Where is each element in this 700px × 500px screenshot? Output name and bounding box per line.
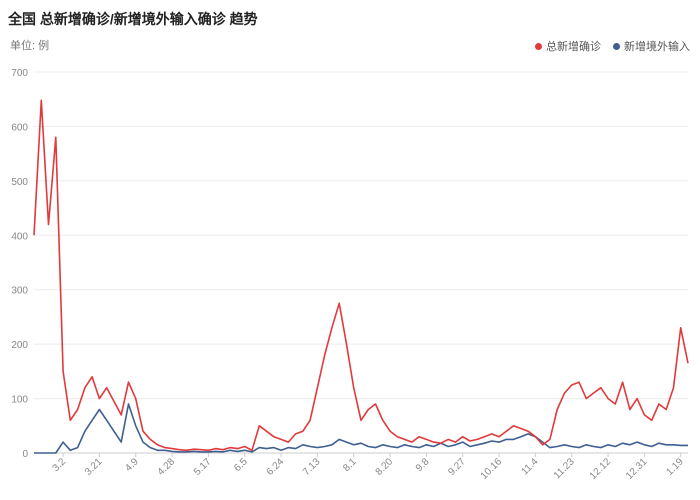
y-tick-label: 400	[11, 231, 28, 242]
legend: 总新增确诊 新增境外输入	[535, 38, 690, 54]
legend-marker-imported	[613, 42, 620, 50]
series-line-imported	[34, 403, 688, 454]
x-tick-label: 12.31	[624, 456, 650, 482]
y-tick-label: 500	[11, 177, 28, 188]
x-tick-label: 8.20	[374, 456, 396, 478]
x-tick-label: 4.28	[156, 456, 178, 478]
chart-title: 全国 总新增确诊/新增境外输入确诊 趋势	[8, 11, 258, 27]
x-tick-label: 4.9	[123, 456, 141, 474]
x-tick-label: 11.4	[519, 456, 540, 477]
y-tick-label: 0	[22, 449, 28, 460]
x-tick-label: 6.5	[232, 456, 250, 474]
y-tick-label: 300	[11, 286, 28, 297]
x-tick-label: 8.1	[341, 456, 359, 474]
legend-item-imported[interactable]: 新增境外输入	[613, 38, 690, 54]
x-tick-label: 9.8	[414, 456, 432, 474]
x-tick-label: 10.16	[479, 456, 505, 482]
x-tick-label: 5.17	[192, 456, 214, 478]
x-tick-label: 12.12	[588, 456, 614, 482]
legend-marker-total	[535, 42, 542, 50]
x-tick-label: 11.23	[552, 456, 577, 481]
unit-label: 单位: 例	[10, 40, 50, 52]
legend-item-total[interactable]: 总新增确诊	[535, 38, 601, 54]
x-tick-label: 3.21	[83, 456, 105, 478]
y-tick-label: 100	[11, 395, 28, 406]
y-tick-label: 600	[11, 122, 28, 133]
x-tick-label: 7.13	[301, 456, 323, 478]
x-tick-label: 6.24	[265, 456, 287, 478]
legend-label-imported: 新增境外输入	[624, 41, 690, 53]
x-tick-label: 3.2	[51, 456, 69, 474]
y-tick-label: 700	[11, 68, 28, 79]
x-tick-label: 1.19	[664, 456, 686, 478]
legend-label-total: 总新增确诊	[546, 41, 601, 53]
x-tick-label: 9.27	[446, 456, 468, 478]
y-tick-label: 200	[11, 340, 28, 351]
series-line-total	[33, 99, 689, 452]
